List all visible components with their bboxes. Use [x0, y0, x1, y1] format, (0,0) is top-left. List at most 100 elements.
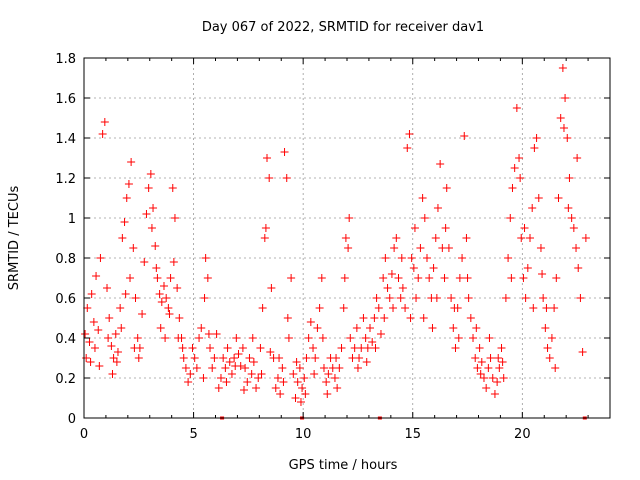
data-point: [510, 164, 519, 172]
data-point: [225, 358, 234, 366]
data-point: [479, 374, 488, 382]
y-tick-labels: 0 0.2 0.4 0.6 0.8 1 1.2 1.4 1.6 1.8: [55, 52, 76, 427]
data-point: [494, 354, 503, 362]
data-point: [371, 344, 380, 352]
x-tick-label: 20: [514, 427, 531, 442]
data-point: [516, 174, 525, 182]
data-point: [419, 314, 428, 322]
data-point: [130, 344, 139, 352]
data-point: [573, 154, 582, 162]
data-point: [512, 104, 521, 112]
data-point: [344, 244, 353, 252]
data-point: [488, 374, 497, 382]
data-point: [238, 344, 247, 352]
data-point: [153, 274, 162, 282]
data-point: [279, 378, 288, 386]
data-point: [124, 180, 133, 188]
y-tick-label: 0.8: [55, 252, 76, 267]
data-point: [87, 290, 96, 298]
data-point: [122, 194, 131, 202]
data-point: [155, 290, 164, 298]
data-point: [103, 284, 112, 292]
data-point: [345, 214, 354, 222]
data-point: [497, 344, 506, 352]
y-tick-label: 1: [68, 212, 76, 227]
data-point: [232, 334, 241, 342]
y-tick-label: 0.2: [55, 372, 76, 387]
data-point: [140, 258, 149, 266]
data-point: [498, 358, 507, 366]
data-point: [181, 364, 190, 372]
data-point: [532, 134, 541, 142]
data-point: [401, 304, 410, 312]
data-point: [397, 254, 406, 262]
data-point: [517, 234, 526, 242]
data-point: [192, 364, 201, 372]
data-point: [484, 364, 493, 372]
data-point: [493, 378, 502, 386]
data-point: [477, 358, 486, 366]
data-point: [547, 334, 556, 342]
data-point: [442, 184, 451, 192]
data-point: [317, 274, 326, 282]
data-point: [379, 274, 388, 282]
data-point: [214, 384, 223, 392]
data-point: [129, 244, 138, 252]
data-point: [133, 334, 142, 342]
data-point: [339, 304, 348, 312]
data-point: [292, 358, 301, 366]
data-point: [258, 304, 267, 312]
data-point: [289, 370, 298, 378]
data-point: [538, 270, 547, 278]
data-point: [105, 314, 114, 322]
data-point: [466, 314, 475, 322]
data-point: [247, 370, 256, 378]
data-point: [92, 272, 101, 280]
data-point: [521, 294, 530, 302]
data-point: [203, 274, 212, 282]
data-point: [451, 344, 460, 352]
data-point: [475, 344, 484, 352]
data-point: [501, 294, 510, 302]
data-point: [431, 234, 440, 242]
data-point: [541, 324, 550, 332]
data-point: [519, 274, 528, 282]
data-point: [464, 294, 473, 302]
data-point: [409, 264, 418, 272]
data-point: [450, 304, 459, 312]
data-point: [436, 160, 445, 168]
data-point: [157, 298, 166, 306]
data-point: [353, 364, 362, 372]
data-point: [447, 294, 456, 302]
data-point: [552, 274, 561, 282]
data-point: [495, 364, 504, 372]
data-point: [104, 334, 113, 342]
data-point: [265, 174, 274, 182]
data-point: [204, 330, 213, 338]
data-point: [152, 264, 161, 272]
data-point: [197, 324, 206, 332]
data-point: [161, 334, 170, 342]
data-point: [280, 148, 289, 156]
data-point: [390, 244, 399, 252]
data-point: [337, 344, 346, 352]
data-point: [278, 364, 287, 372]
data-point: [190, 354, 199, 362]
data-point: [499, 374, 508, 382]
data-point: [82, 354, 91, 362]
data-point: [164, 304, 173, 312]
data-point: [410, 224, 419, 232]
data-point: [116, 304, 125, 312]
data-point: [323, 390, 332, 398]
data-point: [319, 364, 328, 372]
y-tick-label: 1.8: [55, 52, 76, 67]
data-point: [433, 204, 442, 212]
data-point: [175, 314, 184, 322]
data-point: [313, 324, 322, 332]
data-point: [98, 130, 107, 138]
data-point: [210, 354, 219, 362]
x-tick-label: 15: [404, 427, 421, 442]
data-point: [120, 218, 129, 226]
data-point: [486, 354, 495, 362]
data-point: [151, 242, 160, 250]
